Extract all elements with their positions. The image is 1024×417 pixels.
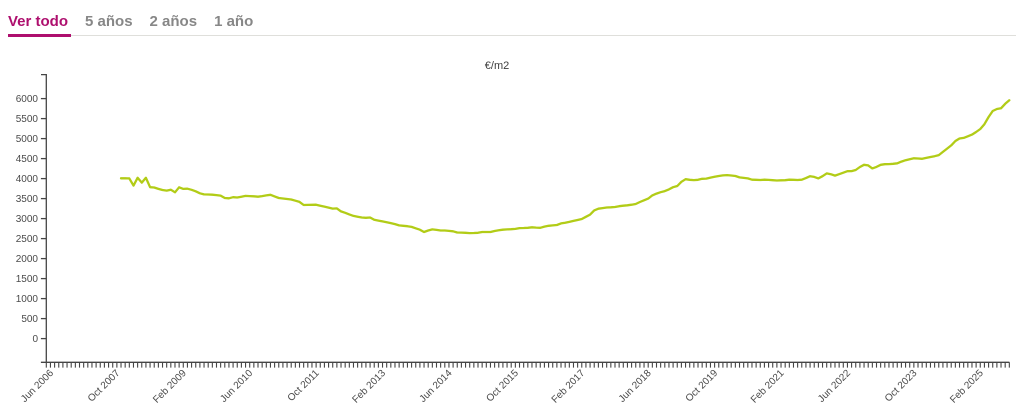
svg-text:Oct 2023: Oct 2023 [883, 368, 920, 405]
svg-text:Feb 2009: Feb 2009 [151, 368, 189, 406]
svg-text:0: 0 [32, 334, 38, 345]
svg-text:4500: 4500 [16, 154, 39, 165]
svg-text:Jun 2014: Jun 2014 [418, 368, 455, 405]
svg-text:5000: 5000 [16, 134, 39, 145]
svg-text:Jun 2006: Jun 2006 [19, 368, 56, 405]
svg-text:€/m2: €/m2 [485, 60, 509, 72]
svg-text:2000: 2000 [16, 254, 39, 265]
svg-text:500: 500 [21, 314, 38, 325]
svg-text:Oct 2019: Oct 2019 [684, 368, 721, 405]
svg-text:4000: 4000 [16, 174, 39, 185]
svg-text:Jun 2010: Jun 2010 [218, 368, 255, 405]
svg-text:Feb 2025: Feb 2025 [948, 368, 986, 406]
svg-text:3000: 3000 [16, 214, 39, 225]
svg-text:6000: 6000 [16, 94, 39, 105]
svg-text:Oct 2007: Oct 2007 [86, 368, 123, 405]
svg-text:Oct 2011: Oct 2011 [286, 368, 322, 404]
svg-text:3500: 3500 [16, 194, 39, 205]
svg-text:2500: 2500 [16, 234, 39, 245]
svg-text:Jun 2022: Jun 2022 [816, 368, 853, 405]
svg-text:Jun 2018: Jun 2018 [617, 368, 654, 405]
svg-text:Feb 2017: Feb 2017 [550, 368, 588, 406]
svg-text:1000: 1000 [16, 294, 39, 305]
svg-text:Feb 2013: Feb 2013 [350, 368, 388, 406]
svg-text:5500: 5500 [16, 114, 39, 125]
svg-text:Oct 2015: Oct 2015 [484, 368, 521, 405]
svg-text:1500: 1500 [16, 274, 39, 285]
svg-text:Feb 2021: Feb 2021 [749, 368, 787, 406]
